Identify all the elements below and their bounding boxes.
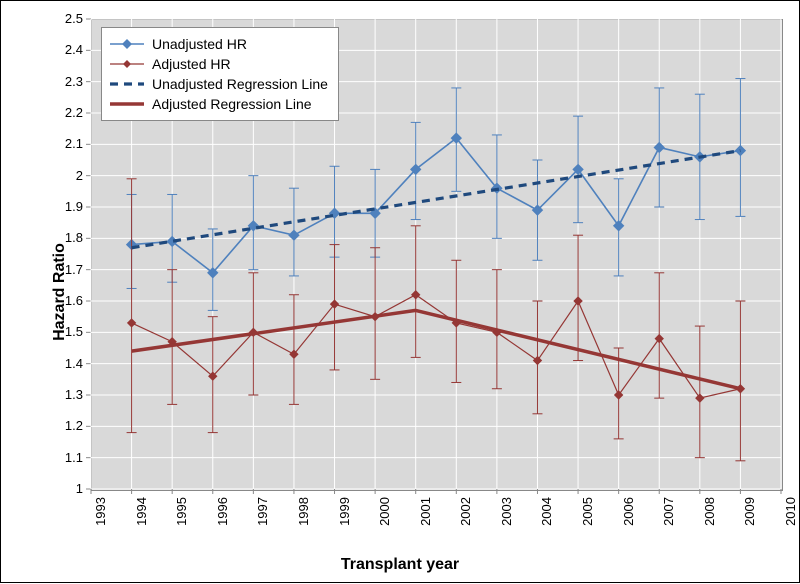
legend-label: Unadjusted Regression Line: [152, 76, 328, 92]
x-tick-label: 2008: [702, 497, 717, 537]
y-tick-label: 1.2: [43, 418, 83, 433]
legend-label: Adjusted HR: [152, 56, 231, 72]
y-tick-label: 1.3: [43, 387, 83, 402]
y-tick-label: 2.3: [43, 74, 83, 89]
y-tick-label: 1.8: [43, 230, 83, 245]
legend-item: Unadjusted HR: [110, 34, 328, 54]
x-tick-label: 2006: [621, 497, 636, 537]
y-tick-label: 2.2: [43, 105, 83, 120]
legend-item: Unadjusted Regression Line: [110, 74, 328, 94]
x-tick-label: 1998: [296, 497, 311, 537]
x-tick-label: 1996: [215, 497, 230, 537]
legend: Unadjusted HR Adjusted HR Unadjusted Regre…: [101, 27, 339, 121]
x-tick-label: 2005: [580, 497, 595, 537]
legend-swatch: [110, 96, 144, 112]
legend-label: Unadjusted HR: [152, 36, 247, 52]
legend-item: Adjusted Regression Line: [110, 94, 328, 114]
y-tick-label: 1.4: [43, 356, 83, 371]
legend-swatch: [110, 56, 144, 72]
x-tick-label: 1997: [255, 497, 270, 537]
x-tick-label: 1995: [174, 497, 189, 537]
y-tick-label: 1.6: [43, 293, 83, 308]
x-tick-label: 2007: [661, 497, 676, 537]
y-tick-label: 2.1: [43, 136, 83, 151]
legend-label: Adjusted Regression Line: [152, 96, 312, 112]
legend-item: Adjusted HR: [110, 54, 328, 74]
y-tick-label: 1: [43, 481, 83, 496]
x-tick-label: 2002: [458, 497, 473, 537]
legend-swatch: [110, 76, 144, 92]
x-tick-label: 1999: [337, 497, 352, 537]
x-tick-label: 2010: [783, 497, 798, 537]
x-tick-label: 2004: [539, 497, 554, 537]
y-tick-label: 2.5: [43, 11, 83, 26]
y-tick-label: 1.9: [43, 199, 83, 214]
x-tick-label: 1993: [93, 497, 108, 537]
chart-container: Hazard Ratio Transplant year Unadjusted …: [0, 0, 800, 583]
x-tick-label: 2000: [377, 497, 392, 537]
x-tick-label: 2009: [742, 497, 757, 537]
y-tick-label: 1.7: [43, 262, 83, 277]
x-tick-label: 2003: [499, 497, 514, 537]
y-tick-label: 1.5: [43, 324, 83, 339]
x-tick-label: 1994: [134, 497, 149, 537]
y-tick-label: 1.1: [43, 450, 83, 465]
legend-swatch: [110, 36, 144, 52]
y-tick-label: 2.4: [43, 42, 83, 57]
x-tick-label: 2001: [418, 497, 433, 537]
y-tick-label: 2: [43, 168, 83, 183]
